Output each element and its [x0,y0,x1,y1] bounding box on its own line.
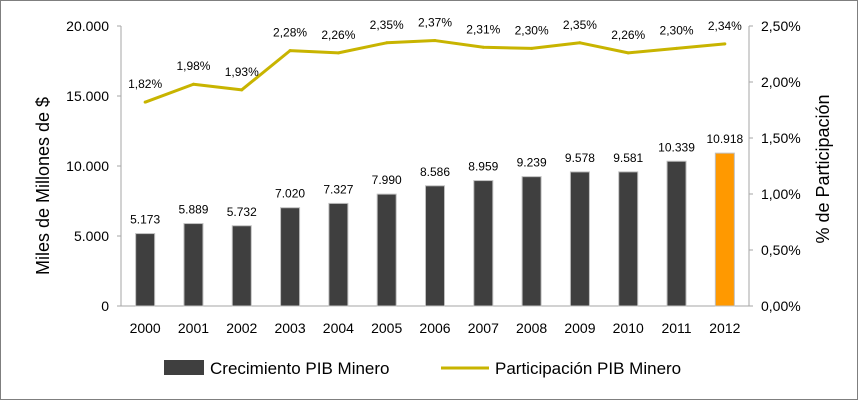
x-tick-label: 2011 [661,320,691,336]
x-tick-label: 2003 [274,320,305,336]
x-tick-label: 2010 [613,320,644,336]
legend-swatch-bar [164,360,204,375]
bar-data-label: 5.889 [178,203,208,217]
line-data-label: 1,98% [176,59,210,73]
line-point-2008 [530,46,534,50]
right-tick-label: 1,00% [761,186,801,202]
bar-data-label: 5.173 [130,213,160,227]
line-data-label: 1,82% [128,77,162,91]
line-point-2001 [191,82,195,86]
line-point-2006 [433,39,437,43]
bar-data-label: 5.732 [227,205,257,219]
line-data-label: 2,35% [370,18,404,32]
right-tick-label: 0,50% [761,242,801,258]
left-axis-title: Miles de Millones de $ [33,97,53,275]
line-point-2009 [578,41,582,45]
bar-2012 [714,152,735,307]
line-data-label: 2,34% [708,19,742,33]
line-data-label: 2,30% [660,23,694,37]
line-data-label: 2,37% [418,16,452,30]
x-tick-label: 2005 [371,320,402,336]
bar-data-label: 9.239 [517,156,547,170]
x-tick-label: 2000 [130,320,161,336]
right-tick-label: 2,00% [761,74,801,90]
right-axis-title: % de Participación [813,94,833,243]
bar-data-label: 9.578 [565,151,595,165]
line-data-label: 1,93% [225,65,259,79]
left-tick-label: 10.000 [66,158,109,174]
right-tick-label: 2,50% [761,18,801,34]
bar-data-label: 8.586 [420,165,450,179]
bar-data-label: 7.020 [275,187,305,201]
left-tick-label: 20.000 [66,18,109,34]
bar-data-label: 9.581 [613,151,643,165]
x-tick-label: 2006 [419,320,450,336]
bar-2002 [231,225,252,307]
line-data-label: 2,30% [515,23,549,37]
right-tick-label: 1,50% [761,130,801,146]
bar-2009 [569,171,590,307]
line-point-2012 [723,42,727,46]
line-point-2003 [288,49,292,53]
line-point-2000 [143,100,147,104]
bar-data-label: 10.918 [706,132,743,146]
bar-2007 [473,180,494,307]
line-point-2002 [240,88,244,92]
line-point-2004 [336,51,340,55]
x-tick-label: 2012 [709,320,740,336]
left-tick-label: 5.000 [74,228,109,244]
bar-2000 [135,233,156,307]
line-data-label: 2,31% [466,22,500,36]
line-point-2011 [675,46,679,50]
bar-2004 [328,202,349,307]
line-data-label: 2,35% [563,18,597,32]
legend-label-line: Participación PIB Minero [495,359,681,378]
bar-2010 [618,171,639,307]
line-data-label: 2,26% [611,28,645,42]
bar-2011 [666,160,687,307]
x-tick-label: 2007 [468,320,499,336]
x-tick-label: 2002 [226,320,257,336]
x-tick-label: 2009 [564,320,595,336]
bar-data-label: 10.339 [658,140,695,154]
bar-data-label: 7.990 [372,173,402,187]
x-tick-label: 2008 [516,320,547,336]
bar-2005 [376,193,397,307]
bar-2008 [521,176,542,307]
bar-2006 [425,185,445,307]
legend-label-bar: Crecimiento PIB Minero [210,359,390,378]
left-tick-label: 15.000 [66,88,109,104]
x-tick-label: 2004 [323,320,354,336]
bar-2003 [280,207,301,307]
bar-2001 [183,223,204,307]
right-tick-label: 0,00% [761,298,801,314]
line-point-2010 [626,51,630,55]
line-data-label: 2,28% [273,26,307,40]
line-point-2007 [481,45,485,49]
left-tick-label: 0 [101,298,109,314]
bar-data-label: 8.959 [468,160,498,174]
x-tick-label: 2001 [178,320,209,336]
bar-data-label: 7.327 [323,182,353,196]
line-data-label: 2,26% [321,28,355,42]
line-point-2005 [385,41,389,45]
